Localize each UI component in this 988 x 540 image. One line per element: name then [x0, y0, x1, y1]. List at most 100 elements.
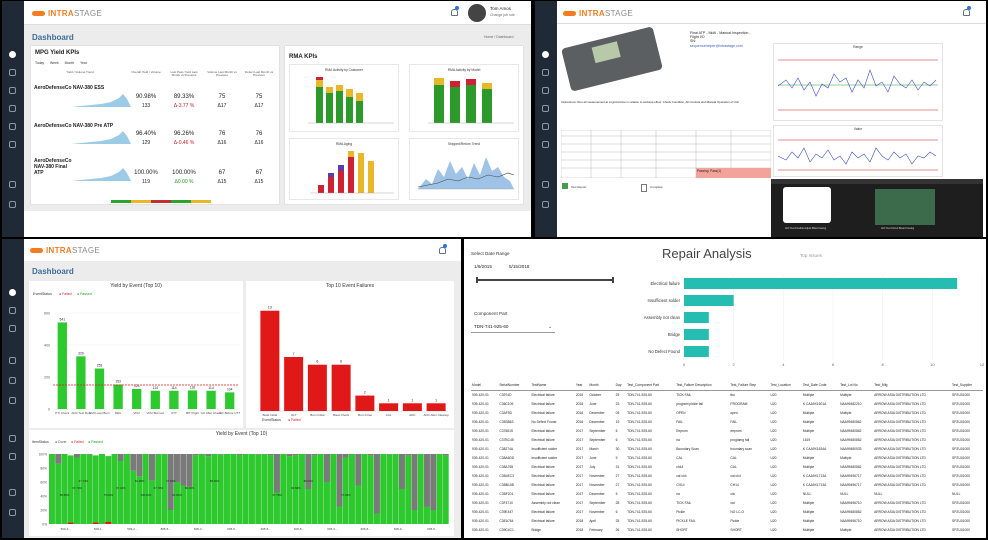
list-nav-icon[interactable]: [542, 105, 549, 112]
calendar-nav-icon[interactable]: [9, 489, 16, 496]
table-cell: NULL: [874, 491, 883, 496]
tab-year[interactable]: Year: [80, 61, 87, 65]
settings-nav-icon[interactable]: [542, 69, 549, 76]
edit-nav-icon[interactable]: [9, 123, 16, 130]
column-header[interactable]: Test_Failure Description: [675, 381, 730, 391]
data-label: 88.60%: [304, 479, 314, 483]
table-row[interactable]: 939-420-01 C39E447 Electrical failure 2017 N…: [471, 507, 983, 516]
table-cell: SPZU01000: [952, 509, 970, 514]
table-cell: Boundary Scan: [676, 446, 699, 451]
doc-nav-icon[interactable]: [542, 181, 549, 188]
table-row[interactable]: 939-420-01 C3BB14B Electrical failure 2017 N…: [471, 480, 983, 489]
x-tick-label: 509-3...: [61, 527, 71, 531]
y-tick-label: 600: [44, 312, 50, 316]
segment-passed: [199, 454, 205, 524]
column-header[interactable]: Model: [471, 381, 499, 391]
notification-bell-icon[interactable]: [451, 9, 458, 16]
column-header[interactable]: Year: [574, 381, 589, 391]
header-link[interactable]: sequencehelper@intrastage.com: [690, 43, 743, 48]
dashboard-nav-icon[interactable]: [9, 289, 16, 296]
chart-nav-icon[interactable]: [542, 141, 549, 148]
component-select[interactable]: TDN-741-925-60: [471, 321, 555, 333]
avatar[interactable]: [468, 4, 486, 22]
table-row[interactable]: 939-420-01 C38274A Insufficient solder 2017…: [471, 444, 983, 453]
column-header[interactable]: SerialNumber: [498, 381, 531, 391]
column-header[interactable]: Test_Failure Step: [729, 381, 770, 391]
x-tick-label: 606-5...: [294, 527, 304, 531]
tab-week[interactable]: Week: [50, 61, 59, 65]
legend-title: ItemStatus: [32, 440, 49, 444]
users-nav-icon[interactable]: [542, 87, 549, 94]
column-header[interactable]: TestName: [530, 381, 575, 391]
slider-handle-end[interactable]: [612, 277, 614, 283]
dashboard-nav-icon[interactable]: [9, 51, 16, 58]
notification-bell-icon[interactable]: [439, 247, 446, 254]
segment-done: [292, 454, 299, 456]
dashboard-nav-icon[interactable]: [542, 51, 549, 58]
test-report-label[interactable]: Test Report: [571, 185, 587, 189]
breadcrumb-home[interactable]: Home: [484, 35, 494, 39]
table-cell: 2016: [575, 392, 584, 397]
notification-bell-icon[interactable]: [963, 9, 970, 16]
data-label: 153: [115, 380, 121, 384]
slider-handle-start[interactable]: [476, 277, 478, 283]
settings-nav-icon[interactable]: [9, 307, 16, 314]
table-row[interactable]: 939-420-01 C3974D Electrical failure 2016 Oc…: [471, 390, 983, 399]
table-row[interactable]: 939-420-01 C3B4EC3 Electrical failure 2017 N…: [471, 471, 983, 480]
column-header[interactable]: Test_Date Code: [801, 381, 840, 391]
table-cell: Eeprom: [676, 428, 688, 433]
document-icon[interactable]: [641, 184, 647, 192]
table-row[interactable]: 939-420-01 C38A6DD Insufficient solder 2017…: [471, 453, 983, 462]
table-row[interactable]: 939-420-01 C3F4710 Assembly not clean 2017 S…: [471, 498, 983, 507]
table-row[interactable]: 939-420-01 C38A765 Electrical failure 2017 J…: [471, 462, 983, 471]
table-row[interactable]: 939-420-01 C3EA764 Electrical failure 2018 A…: [471, 516, 983, 525]
edit-nav-icon[interactable]: [542, 123, 549, 130]
folder-nav-icon[interactable]: [9, 201, 16, 208]
table-cell: ch44: [676, 464, 684, 469]
chart-nav-icon[interactable]: [9, 397, 16, 404]
folder-nav-icon[interactable]: [9, 453, 16, 460]
table-row[interactable]: 939-420-01 C3AF9D Electrical failure 2016 De…: [471, 408, 983, 417]
table-cell: TDN-741-925-60: [627, 419, 652, 424]
date-to-input[interactable]: 5/15/2018: [506, 261, 540, 273]
date-range-slider[interactable]: [476, 277, 614, 283]
column-header[interactable]: Test_Mfg: [873, 381, 952, 391]
table-row[interactable]: 939-420-01 C39C4C1 Bridge 2018 February 26 TDN…: [471, 525, 983, 534]
list-nav-icon[interactable]: [9, 357, 16, 364]
tab-today[interactable]: Today: [35, 61, 45, 65]
tab-month[interactable]: Month: [64, 61, 75, 65]
doc-nav-icon[interactable]: [9, 435, 16, 442]
help-nav-icon[interactable]: [9, 509, 16, 516]
user-role-link[interactable]: Change job role: [490, 13, 515, 17]
column-header[interactable]: Month: [588, 381, 615, 391]
table-cell: na: [676, 491, 680, 496]
column-header[interactable]: Test_Supplier: [951, 381, 983, 391]
table-row[interactable]: 939-420-01 C36C109 Electrical failure 2016 J…: [471, 399, 983, 408]
folder-nav-icon[interactable]: [542, 201, 549, 208]
users-nav-icon[interactable]: [9, 325, 16, 332]
date-from-input[interactable]: 1/9/2015: [471, 261, 503, 273]
segment-passed: [392, 454, 399, 524]
column-header[interactable]: Test_Location: [769, 381, 802, 391]
y-tick-label: 0%: [42, 523, 47, 527]
list-nav-icon[interactable]: [9, 105, 16, 112]
table-row[interactable]: 939-420-01 C37BC45 Electrical failure 2017 S…: [471, 435, 983, 444]
doc-nav-icon[interactable]: [9, 181, 16, 188]
edit-nav-icon[interactable]: [9, 377, 16, 384]
chevron-down-icon[interactable]: ⌄: [548, 324, 553, 330]
table-cell: 2016: [575, 401, 584, 406]
column-header[interactable]: Test_Component Part: [626, 381, 676, 391]
users-nav-icon[interactable]: [9, 87, 16, 94]
rma-by-customer-chart: RMA Activity by Customer: [289, 64, 399, 132]
column-header[interactable]: Day: [614, 381, 627, 391]
chart-nav-icon[interactable]: [9, 141, 16, 148]
x-tick-label: Burn Final: [358, 413, 372, 417]
segment-done: [149, 454, 155, 481]
table-row[interactable]: 939-420-01 C3B3B63 No Defect Found 2016 Dece…: [471, 417, 983, 426]
settings-nav-icon[interactable]: [9, 69, 16, 76]
segment-passed: [217, 454, 224, 524]
table-cell: 2016: [575, 410, 584, 415]
table-row[interactable]: 939-420-01 C37681S Electrical failure 2017 S…: [471, 426, 983, 435]
table-row[interactable]: 939-420-01 C3BF201 Electrical failure 2017 D…: [471, 489, 983, 498]
column-header[interactable]: Test_Lot No: [839, 381, 874, 391]
